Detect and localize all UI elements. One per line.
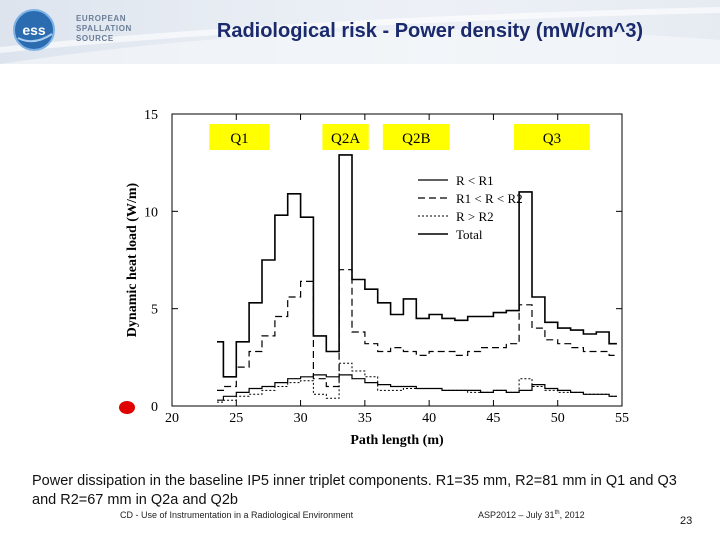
y-tick-label: 0 [151,400,158,415]
x-tick-label: 20 [165,411,179,426]
y-axis-label: Dynamic heat load (W/m) [125,182,140,337]
section-label-box [209,124,270,150]
y-tick-label: 5 [151,303,158,318]
x-tick-label: 50 [551,411,565,426]
section-label-box [322,124,369,150]
footer-date-suffix: , 2012 [559,510,585,520]
footer-date-prefix: ASP2012 – July 31 [478,510,555,520]
section-label: Q2B [402,131,430,147]
series-line [217,269,617,391]
x-axis-label: Path length (m) [350,433,444,448]
x-tick-label: 45 [486,411,500,426]
legend-label: R > R2 [456,209,494,224]
page-title: Radiological risk - Power density (mW/cm… [216,20,644,42]
section-label-box [382,124,450,150]
red-marker-dot [119,401,135,414]
series-line [217,154,617,378]
logo-line: SPALLATION [76,24,132,33]
heat-load-chart: 20 25 30 35 40 45 50 55 0 5 10 15 Path length (m) Dyn… [118,100,638,456]
x-tick-label: 25 [229,411,243,426]
legend-label: Total [456,227,483,242]
header-background [0,7,720,64]
x-tick-label: 55 [615,411,629,426]
y-tick-label: 15 [144,108,158,123]
x-tick-label: 35 [358,411,372,426]
section-label-box [514,124,590,150]
section-label: Q2A [331,131,360,147]
logo-line: SOURCE [76,34,114,43]
logo-line: EUROPEAN [76,14,127,23]
series-line [217,374,617,401]
ess-logo-icon: ess [13,9,55,51]
legend-label: R1 < R < R2 [456,191,523,206]
figure-caption: Power dissipation in the baseline IP5 in… [32,473,677,508]
x-tick-label: 40 [422,411,436,426]
logo-wordmark: EUROPEAN SPALLATION SOURCE [76,14,132,44]
legend-label: R < R1 [456,173,494,188]
slide-header: ess EUROPEAN SPALLATION SOURCE Radiologi… [0,0,720,64]
x-tick-label: 30 [294,411,308,426]
plot-frame [171,113,623,407]
page-number: 23 [680,515,693,527]
footer-presentation-title: CD - Use of Instrumentation in a Radiolo… [120,510,354,520]
footer-conference-date: ASP2012 – July 31th, 2012 [478,510,585,520]
y-tick-label: 10 [144,205,158,220]
section-label: Q3 [543,131,561,147]
section-label: Q1 [230,131,248,147]
footer-date-sup: th [554,510,560,516]
logo-mark: ess [22,22,46,38]
